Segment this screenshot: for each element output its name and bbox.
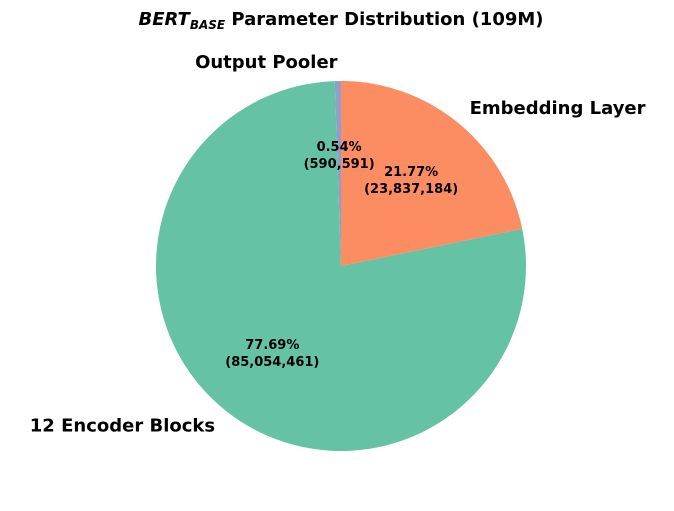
chart-title: BERTBASE Parameter Distribution (109M) bbox=[138, 9, 543, 32]
slice-count-embedding-layer: (23,837,184) bbox=[364, 182, 458, 197]
slice-count-output-pooler: (590,591) bbox=[304, 157, 375, 172]
slice-percent-output-pooler: 0.54% bbox=[317, 140, 362, 155]
title-rest: Parameter Distribution (109M) bbox=[225, 9, 543, 30]
pie-labels: Output Pooler 0.54% (590,591) 12 Encoder Bl… bbox=[30, 52, 646, 436]
percent-label-embedding-layer: 21.77% (23,837,184) bbox=[364, 165, 458, 197]
slice-percent-embedding-layer: 21.77% bbox=[384, 165, 438, 180]
pie-slice-12-encoder-blocks bbox=[156, 81, 527, 452]
percent-label-output-pooler: 0.54% (590,591) bbox=[304, 140, 375, 172]
percent-label-12-encoder-blocks: 77.69% (85,054,461) bbox=[225, 338, 319, 370]
pie-slice-output-pooler bbox=[334, 81, 341, 266]
title-subscript: BASE bbox=[190, 18, 226, 32]
category-label-output-pooler: Output Pooler bbox=[195, 52, 338, 73]
pie-slices bbox=[156, 81, 527, 452]
title-main: BERT bbox=[138, 9, 191, 30]
pie-slice-embedding-layer bbox=[341, 81, 523, 266]
slice-percent-12-encoder-blocks: 77.69% bbox=[245, 338, 299, 353]
category-label-embedding-layer: Embedding Layer bbox=[470, 98, 646, 119]
category-label-12-encoder-blocks: 12 Encoder Blocks bbox=[30, 415, 215, 436]
slice-count-12-encoder-blocks: (85,054,461) bbox=[225, 355, 319, 370]
